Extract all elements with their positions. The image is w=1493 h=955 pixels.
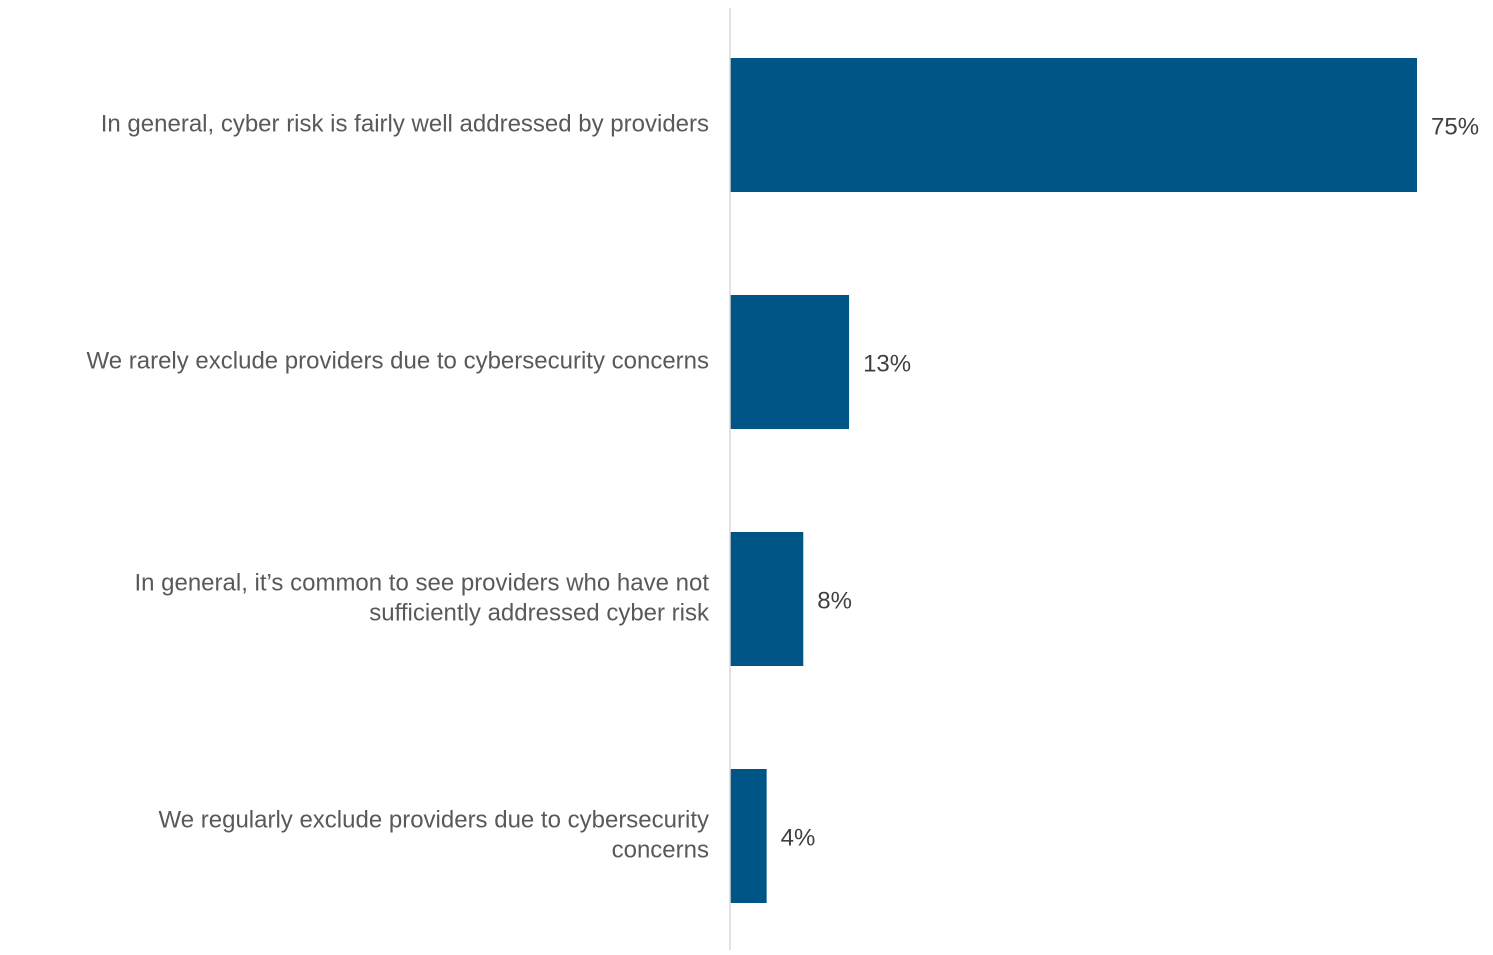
data-label-1: 75%: [1431, 113, 1479, 140]
category-label-3-line-2: sufficiently addressed cyber risk: [369, 599, 710, 626]
category-label-2: We rarely exclude providers due to cyber…: [87, 347, 710, 374]
data-labels: 75% 13% 8% 4%: [781, 113, 1479, 851]
data-label-2: 13%: [863, 350, 911, 377]
category-label-4-line-1: We regularly exclude providers due to cy…: [159, 806, 709, 833]
category-label-4: We regularly exclude providers due to cy…: [159, 806, 709, 863]
category-label-3-line-1: In general, it’s common to see providers…: [134, 569, 709, 596]
category-label-1: In general, cyber risk is fairly well ad…: [101, 110, 709, 137]
data-label-4: 4%: [781, 824, 816, 851]
bars-layer: [730, 58, 1417, 903]
bar-3: [730, 532, 804, 666]
bar-4: [730, 769, 767, 903]
bar-2: [730, 295, 850, 429]
bar-1: [730, 58, 1417, 192]
category-label-4-line-2: concerns: [612, 836, 709, 863]
category-label-2-line-1: We rarely exclude providers due to cyber…: [87, 347, 710, 374]
category-labels: In general, cyber risk is fairly well ad…: [87, 110, 711, 863]
data-label-3: 8%: [817, 587, 852, 614]
category-label-3: In general, it’s common to see providers…: [134, 569, 710, 626]
category-label-1-line-1: In general, cyber risk is fairly well ad…: [101, 110, 709, 137]
